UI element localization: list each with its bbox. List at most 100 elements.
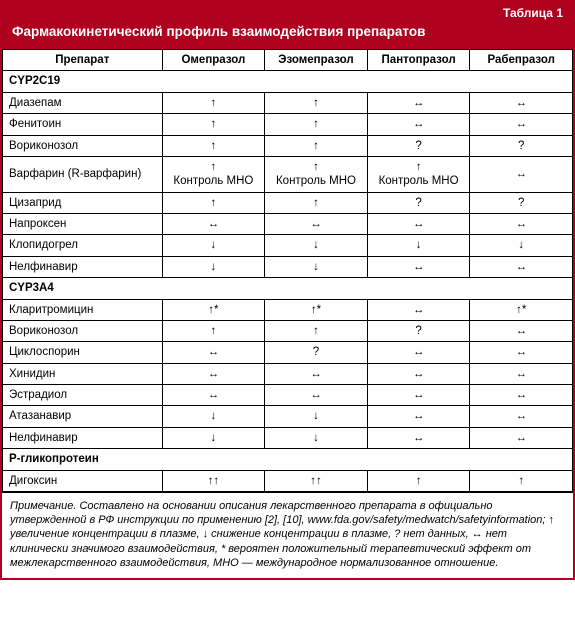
drug-name-cell: Эстрадиол	[3, 385, 163, 406]
value-cell: ↔	[265, 214, 368, 235]
value-cell: ↓	[162, 427, 265, 448]
value-cell: ↑	[265, 92, 368, 113]
drug-name-cell: Нелфинавир	[3, 256, 163, 277]
value-cell: ↑	[162, 92, 265, 113]
value-cell: ↓	[265, 406, 368, 427]
value-cell: ↑	[265, 192, 368, 213]
table-row: Нелфинавир↓↓↔↔	[3, 256, 573, 277]
table-row: Циклоспорин↔?↔↔	[3, 342, 573, 363]
drug-name-cell: Хинидин	[3, 363, 163, 384]
value-cell: ↔	[470, 92, 573, 113]
value-cell: ↓	[162, 235, 265, 256]
value-cell: ↔	[470, 320, 573, 341]
section-row: Р-гликопротеин	[3, 449, 573, 470]
value-cell: ↔	[367, 256, 470, 277]
value-cell: ↔	[367, 214, 470, 235]
table-header-row: Препарат Омепразол Эзомепразол Пантопраз…	[3, 50, 573, 71]
drug-name-cell: Циклоспорин	[3, 342, 163, 363]
value-cell: ↑	[265, 135, 368, 156]
value-cell: ↑*	[265, 299, 368, 320]
value-cell: ↑	[162, 114, 265, 135]
table-body: CYP2C19Диазепам↑↑↔↔Фенитоин↑↑↔↔Вориконоз…	[3, 71, 573, 492]
value-cell: ↑	[470, 470, 573, 491]
drug-name-cell: Клопидогрел	[3, 235, 163, 256]
value-cell: ↔	[470, 256, 573, 277]
table-row: Вориконозол↑↑??	[3, 135, 573, 156]
table-row: Клопидогрел↓↓↓↓	[3, 235, 573, 256]
table-footnote: Примечание. Составлено на основании опис…	[2, 492, 573, 578]
table-row: Фенитоин↑↑↔↔	[3, 114, 573, 135]
drug-name-cell: Нелфинавир	[3, 427, 163, 448]
value-cell: ↓	[162, 406, 265, 427]
value-cell: ?	[367, 320, 470, 341]
col-header: Препарат	[3, 50, 163, 71]
value-cell: ↑↑	[265, 470, 368, 491]
table-row: Вориконозол↑↑?↔	[3, 320, 573, 341]
drug-name-cell: Дигоксин	[3, 470, 163, 491]
table-number-label: Таблица 1	[8, 4, 567, 22]
value-cell: ↔	[470, 156, 573, 192]
drug-name-cell: Цизаприд	[3, 192, 163, 213]
value-cell: ↔	[367, 299, 470, 320]
value-cell: ↔	[162, 342, 265, 363]
drug-name-cell: Напроксен	[3, 214, 163, 235]
value-cell: ?	[367, 192, 470, 213]
interaction-table: Препарат Омепразол Эзомепразол Пантопраз…	[2, 49, 573, 492]
value-cell: ↑	[162, 320, 265, 341]
value-cell: ↑	[162, 192, 265, 213]
value-cell: ↑Контроль МНО	[162, 156, 265, 192]
value-cell: ↔	[470, 385, 573, 406]
value-cell: ↑	[265, 114, 368, 135]
drug-name-cell: Вориконозол	[3, 320, 163, 341]
drug-name-cell: Фенитоин	[3, 114, 163, 135]
drug-name-cell: Варфарин (R-варфарин)	[3, 156, 163, 192]
value-cell: ↔	[367, 385, 470, 406]
value-cell: ?	[265, 342, 368, 363]
header-band: Таблица 1 Фармакокинетический профиль вз…	[2, 2, 573, 49]
value-cell: ↑	[367, 470, 470, 491]
section-label: Р-гликопротеин	[3, 449, 573, 470]
value-cell: ↔	[470, 427, 573, 448]
value-cell: ↑↑	[162, 470, 265, 491]
table-row: Диазепам↑↑↔↔	[3, 92, 573, 113]
value-cell: ↔	[367, 427, 470, 448]
table-row: Хинидин↔↔↔↔	[3, 363, 573, 384]
col-header: Эзомепразол	[265, 50, 368, 71]
value-cell: ↔	[367, 363, 470, 384]
col-header: Рабепразол	[470, 50, 573, 71]
value-cell: ↔	[367, 406, 470, 427]
drug-name-cell: Кларитромицин	[3, 299, 163, 320]
value-cell: ↔	[470, 214, 573, 235]
value-cell: ↑*	[470, 299, 573, 320]
table-row: Кларитромицин↑*↑*↔↑*	[3, 299, 573, 320]
drug-name-cell: Диазепам	[3, 92, 163, 113]
table-row: Цизаприд↑↑??	[3, 192, 573, 213]
value-cell: ↔	[162, 214, 265, 235]
value-cell: ?	[470, 135, 573, 156]
value-cell: ↓	[265, 235, 368, 256]
value-cell: ↔	[162, 385, 265, 406]
section-row: CYP3A4	[3, 278, 573, 299]
value-cell: ↓	[265, 427, 368, 448]
value-cell: ↔	[367, 114, 470, 135]
value-cell: ↑Контроль МНО	[367, 156, 470, 192]
section-label: CYP3A4	[3, 278, 573, 299]
value-cell: ↔	[367, 92, 470, 113]
value-cell: ↔	[470, 406, 573, 427]
value-cell: ↔	[470, 342, 573, 363]
value-cell: ↓	[162, 256, 265, 277]
table-row: Напроксен↔↔↔↔	[3, 214, 573, 235]
value-cell: ↔	[470, 114, 573, 135]
value-cell: ?	[367, 135, 470, 156]
table-container: Таблица 1 Фармакокинетический профиль вз…	[0, 0, 575, 580]
table-row: Эстрадиол↔↔↔↔	[3, 385, 573, 406]
value-cell: ↑	[265, 320, 368, 341]
value-cell: ?	[470, 192, 573, 213]
value-cell: ↔	[265, 385, 368, 406]
section-label: CYP2C19	[3, 71, 573, 92]
value-cell: ↓	[265, 256, 368, 277]
value-cell: ↔	[470, 363, 573, 384]
col-header: Пантопразол	[367, 50, 470, 71]
section-row: CYP2C19	[3, 71, 573, 92]
value-cell: ↔	[162, 363, 265, 384]
